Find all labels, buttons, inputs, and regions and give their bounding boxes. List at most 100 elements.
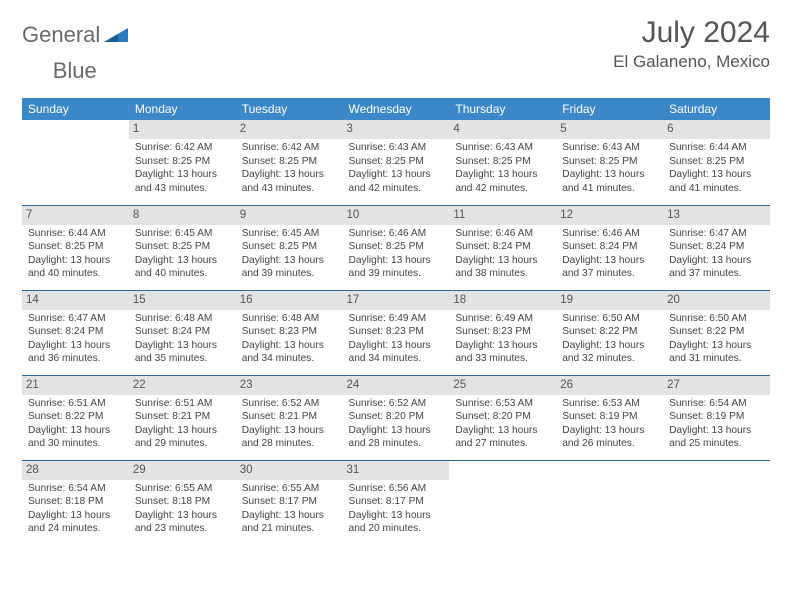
sunrise-text: Sunrise: 6:53 AM (455, 397, 550, 410)
dl1-text: Daylight: 13 hours (562, 168, 657, 181)
dl2-text: and 41 minutes. (669, 182, 764, 195)
day-details: Sunrise: 6:44 AMSunset: 8:25 PMDaylight:… (669, 141, 764, 195)
calendar-day-cell: 8Sunrise: 6:45 AMSunset: 8:25 PMDaylight… (129, 205, 236, 290)
sunset-text: Sunset: 8:24 PM (135, 325, 230, 338)
sunset-text: Sunset: 8:25 PM (242, 240, 337, 253)
day-number: 19 (556, 291, 663, 310)
dl2-text: and 43 minutes. (135, 182, 230, 195)
sunset-text: Sunset: 8:25 PM (242, 155, 337, 168)
dl1-text: Daylight: 13 hours (28, 424, 123, 437)
dl1-text: Daylight: 13 hours (28, 339, 123, 352)
sunset-text: Sunset: 8:23 PM (349, 325, 444, 338)
weekday-header: Thursday (449, 98, 556, 120)
calendar-day-cell: 4Sunrise: 6:43 AMSunset: 8:25 PMDaylight… (449, 120, 556, 205)
sunrise-text: Sunrise: 6:46 AM (562, 227, 657, 240)
sunrise-text: Sunrise: 6:44 AM (28, 227, 123, 240)
calendar-day-cell: 24Sunrise: 6:52 AMSunset: 8:20 PMDayligh… (343, 375, 450, 460)
sunset-text: Sunset: 8:25 PM (349, 240, 444, 253)
day-number: 31 (343, 461, 450, 480)
day-details: Sunrise: 6:52 AMSunset: 8:20 PMDaylight:… (349, 397, 444, 451)
sunset-text: Sunset: 8:19 PM (669, 410, 764, 423)
dl1-text: Daylight: 13 hours (562, 254, 657, 267)
day-number: 12 (556, 206, 663, 225)
sunset-text: Sunset: 8:17 PM (242, 495, 337, 508)
dl1-text: Daylight: 13 hours (242, 424, 337, 437)
calendar-day-cell: 3Sunrise: 6:43 AMSunset: 8:25 PMDaylight… (343, 120, 450, 205)
calendar-day-cell: 23Sunrise: 6:52 AMSunset: 8:21 PMDayligh… (236, 375, 343, 460)
calendar-day-cell: 11Sunrise: 6:46 AMSunset: 8:24 PMDayligh… (449, 205, 556, 290)
day-number: 15 (129, 291, 236, 310)
sunrise-text: Sunrise: 6:49 AM (349, 312, 444, 325)
calendar-day-cell: 10 Sunrise: 6:46 AMSunset: 8:25 PMDayligh… (343, 205, 450, 290)
dl2-text: and 27 minutes. (455, 437, 550, 450)
dl2-text: and 23 minutes. (135, 522, 230, 535)
dl1-text: Daylight: 13 hours (349, 424, 444, 437)
dl2-text: and 39 minutes. (242, 267, 337, 280)
dl2-text: and 39 minutes. (349, 267, 444, 280)
sunset-text: Sunset: 8:25 PM (562, 155, 657, 168)
title-block: July 2024 El Galaneno, Mexico (613, 16, 770, 72)
dl1-text: Daylight: 13 hours (562, 339, 657, 352)
day-details: Sunrise: 6:43 AMSunset: 8:25 PMDaylight:… (455, 141, 550, 195)
sunrise-text: Sunrise: 6:43 AM (562, 141, 657, 154)
day-number: 2 (236, 120, 343, 139)
dl2-text: and 40 minutes. (135, 267, 230, 280)
dl1-text: Daylight: 13 hours (28, 254, 123, 267)
sunset-text: Sunset: 8:25 PM (28, 240, 123, 253)
day-details: Sunrise: 6:51 AMSunset: 8:21 PMDaylight:… (135, 397, 230, 451)
dl1-text: Daylight: 13 hours (28, 509, 123, 522)
dl1-text: Daylight: 13 hours (242, 339, 337, 352)
calendar-day-cell: 7 Sunrise: 6:44 AMSunset: 8:25 PMDaylight… (22, 205, 129, 290)
day-details: Sunrise: 6:44 AMSunset: 8:25 PMDaylight:… (28, 227, 123, 281)
day-number: 29 (129, 461, 236, 480)
day-number: 7 (22, 206, 129, 225)
brand-word-2: Blue (53, 58, 97, 84)
sunset-text: Sunset: 8:22 PM (562, 325, 657, 338)
dl2-text: and 43 minutes. (242, 182, 337, 195)
calendar-day-cell (556, 460, 663, 545)
sunrise-text: Sunrise: 6:50 AM (562, 312, 657, 325)
day-number: 23 (236, 376, 343, 395)
sunrise-text: Sunrise: 6:48 AM (135, 312, 230, 325)
calendar-day-cell: 16Sunrise: 6:48 AMSunset: 8:23 PMDayligh… (236, 290, 343, 375)
sunset-text: Sunset: 8:19 PM (562, 410, 657, 423)
calendar-day-cell: 29 Sunrise: 6:55 AMSunset: 8:18 PMDayligh… (129, 460, 236, 545)
dl2-text: and 37 minutes. (669, 267, 764, 280)
dl1-text: Daylight: 13 hours (562, 424, 657, 437)
calendar-day-cell: 19 Sunrise: 6:50 AMSunset: 8:22 PMDayligh… (556, 290, 663, 375)
weekday-header: Monday (129, 98, 236, 120)
dl1-text: Daylight: 13 hours (242, 168, 337, 181)
sunset-text: Sunset: 8:25 PM (135, 240, 230, 253)
calendar-day-cell: 30Sunrise: 6:55 AMSunset: 8:17 PMDayligh… (236, 460, 343, 545)
sunset-text: Sunset: 8:18 PM (28, 495, 123, 508)
day-details: Sunrise: 6:43 AMSunset: 8:25 PMDaylight:… (562, 141, 657, 195)
day-number: 25 (449, 376, 556, 395)
day-details: Sunrise: 6:46 AMSunset: 8:25 PMDaylight:… (349, 227, 444, 281)
day-details: Sunrise: 6:54 AMSunset: 8:18 PMDaylight:… (28, 482, 123, 536)
dl1-text: Daylight: 13 hours (135, 424, 230, 437)
sunrise-text: Sunrise: 6:50 AM (669, 312, 764, 325)
calendar-day-cell: 28Sunrise: 6:54 AMSunset: 8:18 PMDayligh… (22, 460, 129, 545)
dl2-text: and 28 minutes. (349, 437, 444, 450)
day-number: 5 (556, 120, 663, 139)
calendar-page: General July 2024 El Galaneno, Mexico X … (0, 0, 792, 545)
day-number: 22 (129, 376, 236, 395)
day-number: 10 (343, 206, 450, 225)
day-number: 3 (343, 120, 450, 139)
day-number: 9 (236, 206, 343, 225)
sunset-text: Sunset: 8:23 PM (242, 325, 337, 338)
day-details: Sunrise: 6:55 AMSunset: 8:18 PMDaylight:… (135, 482, 230, 536)
day-number: 20 (663, 291, 770, 310)
calendar-day-cell: 1Sunrise: 6:42 AMSunset: 8:25 PMDaylight… (129, 120, 236, 205)
day-details: Sunrise: 6:54 AMSunset: 8:19 PMDaylight:… (669, 397, 764, 451)
brand-logo: General (22, 16, 130, 48)
day-number: 8 (129, 206, 236, 225)
calendar-week-row: 1Sunrise: 6:42 AMSunset: 8:25 PMDaylight… (22, 120, 770, 205)
sunrise-text: Sunrise: 6:51 AM (28, 397, 123, 410)
brand-word-1: General (22, 22, 100, 48)
sunrise-text: Sunrise: 6:44 AM (669, 141, 764, 154)
day-details: Sunrise: 6:53 AMSunset: 8:19 PMDaylight:… (562, 397, 657, 451)
day-number: 16 (236, 291, 343, 310)
day-details: Sunrise: 6:46 AMSunset: 8:24 PMDaylight:… (562, 227, 657, 281)
dl2-text: and 42 minutes. (349, 182, 444, 195)
